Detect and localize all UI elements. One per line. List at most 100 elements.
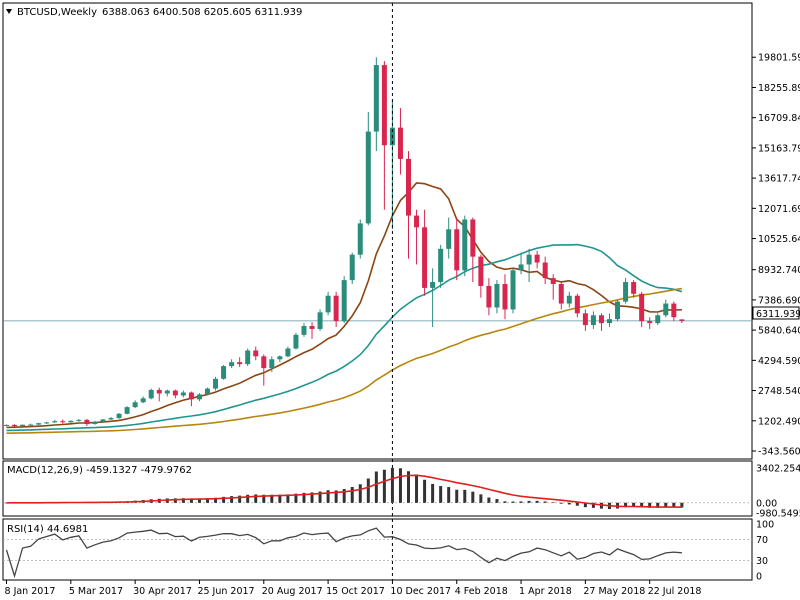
candle-body xyxy=(188,392,194,400)
ma-60-line xyxy=(6,287,683,434)
candle-body xyxy=(293,334,299,349)
macd-bar xyxy=(479,494,483,503)
candle-body xyxy=(333,295,339,322)
macd-bar xyxy=(246,494,250,503)
candle-body xyxy=(671,303,677,318)
macd-bar xyxy=(503,501,507,503)
macd-bar xyxy=(551,502,555,503)
candle-body xyxy=(373,65,379,132)
macd-bar xyxy=(374,471,378,503)
candle-body xyxy=(84,419,90,424)
macd-bar xyxy=(672,502,676,508)
price-tick-label: 2748.540 xyxy=(758,386,800,397)
rsi-tick-label: 70 xyxy=(756,535,768,546)
macd-bar xyxy=(407,471,410,503)
candle-body xyxy=(180,392,186,396)
macd-bar xyxy=(527,500,531,503)
candle-body xyxy=(494,284,500,308)
candle-body xyxy=(438,248,444,283)
candle-body xyxy=(213,378,219,389)
candle-body xyxy=(558,284,564,304)
macd-signal xyxy=(6,474,682,508)
price-tick-label: 5840.640 xyxy=(758,326,800,337)
rsi-tick-label: 0 xyxy=(756,572,762,583)
macd-bar xyxy=(624,502,628,508)
macd-bar xyxy=(583,502,587,508)
time-tick-label: 30 Apr 2017 xyxy=(133,586,192,597)
macd-bar xyxy=(495,499,499,503)
candle-body xyxy=(317,312,323,329)
macd-tick-label: -980.5495 xyxy=(756,508,800,519)
symbol-label: BTCUSD,Weekly xyxy=(17,7,97,18)
macd-bar xyxy=(648,502,652,508)
macd-bar xyxy=(326,490,330,503)
rsi-tick-label: 30 xyxy=(756,556,768,567)
ma-10-line xyxy=(6,182,682,429)
macd-bar xyxy=(262,494,266,503)
rsi-line xyxy=(5,527,682,579)
candle-body xyxy=(269,359,275,369)
moving-averages xyxy=(6,182,683,434)
macd-bar xyxy=(197,498,201,503)
macd-bar xyxy=(342,489,346,503)
candle-body xyxy=(534,254,540,263)
macd-bar xyxy=(278,494,282,503)
price-tick-label: 13617.740 xyxy=(758,174,800,185)
macd-bar xyxy=(334,490,338,503)
macd-bar xyxy=(358,484,362,503)
candle-body xyxy=(301,326,307,335)
macd-bar xyxy=(206,498,209,503)
candle-body xyxy=(253,350,259,357)
candle-body xyxy=(381,65,387,146)
time-axis: 8 Jan 2017 5 Mar 2017 30 Apr 2017 25 Jun 20… xyxy=(5,580,702,597)
candle-body xyxy=(582,313,588,326)
candle-body xyxy=(28,424,34,426)
macd-bar xyxy=(567,502,571,505)
macd-bar xyxy=(382,469,386,503)
time-tick-label: 10 Dec 2017 xyxy=(390,586,451,597)
candle-body xyxy=(526,254,532,265)
time-tick-label: 22 Jul 2018 xyxy=(648,586,702,597)
main-panel-frame xyxy=(2,2,753,460)
macd-label: MACD(12,26,9) -459.1327 -479.9762 xyxy=(7,465,192,476)
candle-body xyxy=(164,390,170,394)
time-tick-label: 8 Jan 2017 xyxy=(5,586,56,597)
candle-body xyxy=(574,295,580,314)
macd-bar xyxy=(599,502,603,509)
collapse-triangle-icon[interactable] xyxy=(6,9,12,14)
candle-body xyxy=(631,282,637,294)
candle-body xyxy=(397,127,403,159)
time-tick-label: 5 Mar 2017 xyxy=(69,586,123,597)
candle-body xyxy=(510,270,516,310)
candle-body xyxy=(639,293,645,322)
candle-body xyxy=(365,131,371,224)
macd-bar xyxy=(286,494,290,503)
price-tick-label: -343.560 xyxy=(758,447,800,458)
price-tick-label: 8932.740 xyxy=(758,265,800,276)
macd-bar xyxy=(238,495,242,503)
candle-body xyxy=(486,285,492,308)
candle-body xyxy=(325,295,331,313)
candle-body xyxy=(108,418,114,420)
macd-bar xyxy=(189,498,193,503)
macd-bar xyxy=(366,478,370,503)
candle-body xyxy=(196,394,202,400)
macd-bar xyxy=(632,502,636,507)
price-tick-label: 1202.490 xyxy=(758,416,800,427)
candle-body xyxy=(478,256,484,286)
macd-tick-label: 3402.2548 xyxy=(756,464,800,475)
rsi-label: RSI(14) 44.6981 xyxy=(7,524,88,535)
macd-bar xyxy=(439,486,443,503)
macd-bar xyxy=(318,491,322,503)
price-tick-label: 18255.890 xyxy=(758,83,800,94)
time-tick-label: 15 Oct 2017 xyxy=(326,586,385,597)
candle-body xyxy=(357,223,363,255)
macd-bar xyxy=(222,496,226,503)
macd-bar xyxy=(447,487,451,503)
current-price-tag: 6311.939 xyxy=(752,306,800,320)
macd-panel-frame xyxy=(2,460,753,517)
candle-body xyxy=(36,423,42,425)
candles xyxy=(4,57,685,427)
candle-body xyxy=(100,419,106,422)
